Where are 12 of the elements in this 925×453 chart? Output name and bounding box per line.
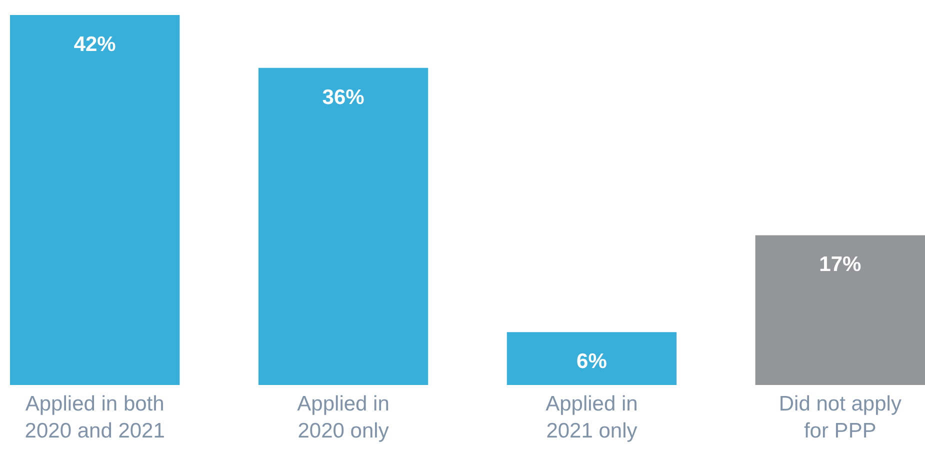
bar xyxy=(10,15,180,385)
data-label: 17% xyxy=(819,253,862,276)
bar xyxy=(506,332,677,385)
data-label: 42% xyxy=(74,33,116,56)
bar xyxy=(755,235,925,385)
x-tick-label: Applied in 2021 only xyxy=(546,392,638,442)
x-tick-label: Did not apply for PPP xyxy=(778,392,902,442)
x-tick-label: Applied in 2020 only xyxy=(297,392,390,442)
data-label: 36% xyxy=(322,86,365,109)
bar xyxy=(258,68,428,385)
data-label: 6% xyxy=(576,350,608,374)
x-tick-label: Applied in both 2020 and 2021 xyxy=(24,392,165,442)
